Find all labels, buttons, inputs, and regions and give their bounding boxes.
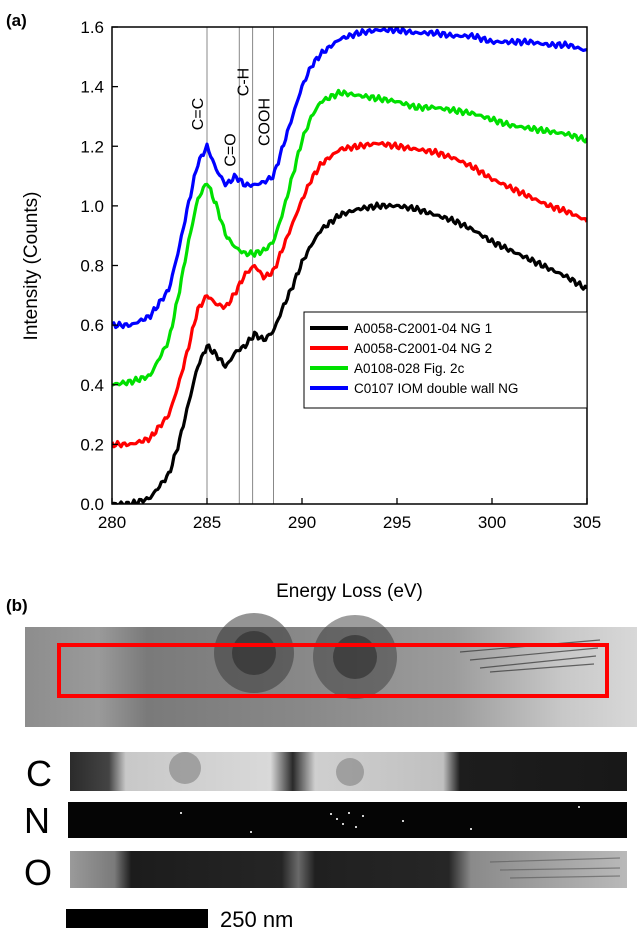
series-group: [112, 27, 587, 504]
speckle: [348, 812, 350, 814]
series-line: [112, 201, 587, 504]
nitrogen-speckles: [180, 806, 580, 833]
legend-label: C0107 IOM double wall NG: [354, 381, 518, 396]
x-tick-label: 300: [478, 513, 506, 532]
series-line: [112, 88, 587, 387]
panel-b-label: (b): [6, 596, 28, 615]
y-tick-label: 0.4: [80, 376, 104, 395]
speckle: [355, 826, 357, 828]
roi-box: [57, 643, 609, 698]
speckle: [250, 831, 252, 833]
y-tick-label: 1.2: [80, 137, 104, 156]
y-axis-title: Intensity (Counts): [21, 192, 42, 341]
y-tick-label: 1.0: [80, 197, 104, 216]
axis-ticks: 280 285 290 295 300 305 0.0 0.2 0.4 0.6 0.8 1.0 1.2 1…: [80, 18, 601, 532]
speckle: [342, 823, 344, 825]
x-tick-label: 285: [193, 513, 221, 532]
speckle: [578, 806, 580, 808]
carbon-map: [70, 752, 627, 791]
y-tick-label: 1.6: [80, 18, 104, 37]
series-line: [112, 27, 587, 330]
legend-label: A0108-028 Fig. 2c: [354, 361, 465, 376]
x-axis-title: Energy Loss (eV): [276, 581, 423, 602]
y-tick-label: 0.2: [80, 435, 104, 454]
speckle: [330, 813, 332, 815]
nitrogen-map: [68, 802, 627, 838]
y-tick-label: 1.4: [80, 78, 104, 97]
legend: A0058-C2001-04 NG 1 A0058-C2001-04 NG 2 A0…: [303, 311, 588, 409]
x-tick-label: 290: [288, 513, 316, 532]
map-label-n: N: [24, 800, 50, 841]
legend-label: A0058-C2001-04 NG 2: [354, 341, 492, 356]
speckle: [336, 818, 338, 820]
map-label-c: C: [26, 753, 52, 794]
reference-line-label: C-H: [236, 68, 253, 96]
x-tick-label: 305: [573, 513, 601, 532]
speckle: [402, 820, 404, 822]
scale-bar: [66, 909, 208, 928]
x-tick-label: 295: [383, 513, 411, 532]
y-tick-label: 0.0: [80, 495, 104, 514]
reference-line-label: COOH: [257, 98, 274, 146]
scale-bar-label: 250 nm: [220, 907, 293, 932]
reference-line-label: C=C: [190, 98, 207, 130]
reference-line-label: C=O: [222, 133, 239, 166]
y-tick-label: 0.6: [80, 316, 104, 335]
tem-image: [25, 613, 637, 727]
y-tick-label: 0.8: [80, 257, 104, 276]
panel-a-label: (a): [6, 11, 27, 30]
speckle: [470, 828, 472, 830]
legend-label: A0058-C2001-04 NG 1: [354, 321, 492, 336]
x-tick-label: 280: [98, 513, 126, 532]
oxygen-map: [70, 851, 627, 888]
map-label-o: O: [24, 852, 52, 893]
series-line: [112, 141, 587, 449]
legend-box: [303, 311, 588, 409]
speckle: [362, 815, 364, 817]
speckle: [180, 812, 182, 814]
